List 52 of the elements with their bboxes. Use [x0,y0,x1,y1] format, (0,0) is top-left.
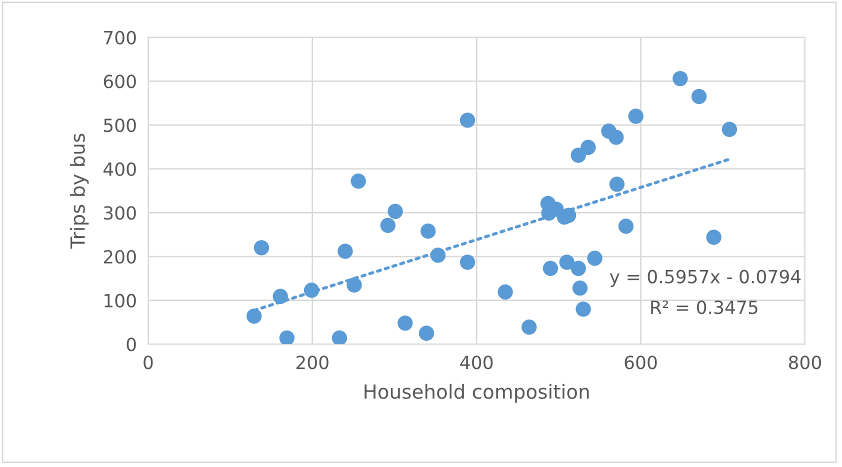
annotation: y = 0.5957x - 0.0794 [610,270,801,287]
point [304,282,320,298]
y-tick-label: 500 [104,118,136,132]
point [332,330,348,344]
point [608,130,624,145]
y-tick-label: 200 [104,250,136,264]
y-tick-label: 700 [104,30,136,44]
point [430,248,446,263]
point [460,254,476,270]
point [279,330,295,344]
y-tick-label: 300 [104,206,136,220]
point [460,112,476,128]
point [542,260,558,276]
point [380,218,396,234]
point [570,260,586,276]
point [706,230,722,245]
point [570,148,586,163]
point [418,326,434,341]
x-tick-label: 800 [788,356,821,370]
y-tick-label: 400 [104,162,136,176]
point [576,302,591,317]
point [580,140,596,155]
point [338,244,353,259]
point [246,308,262,324]
point [498,284,513,300]
y-tick-label: 0 [126,338,136,352]
point [272,288,288,304]
point [572,280,588,296]
point [254,240,270,256]
point [522,319,537,335]
point [618,218,634,234]
x-tick-label: 600 [624,356,657,370]
x-tick-label: 200 [296,356,328,370]
y-tick-label: 600 [104,74,136,88]
x-axis-title: Household composition [364,384,589,403]
point [628,108,644,124]
point [398,316,413,331]
point [388,204,403,219]
point [346,277,362,293]
x-tick-label: 400 [460,356,493,370]
point [609,176,625,192]
point [691,88,707,104]
point [420,223,436,239]
point [559,254,574,270]
y-tick-label: 100 [104,294,136,308]
point [350,174,366,189]
x-tick-label: 0 [144,356,153,370]
point [672,70,688,86]
point [722,122,738,138]
y-axis-title: Trips by bus [70,134,89,249]
annotation: R² = 0.3475 [651,300,758,314]
point [587,250,602,266]
